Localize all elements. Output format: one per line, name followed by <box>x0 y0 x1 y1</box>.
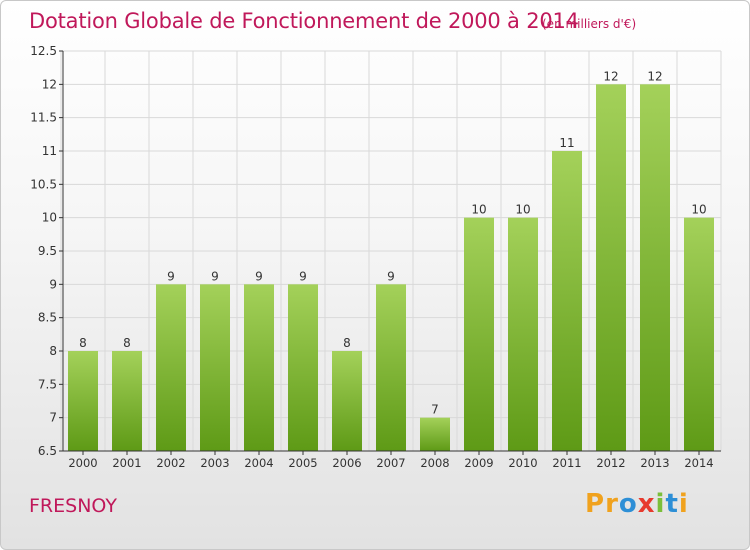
y-tick-label: 8 <box>49 344 57 358</box>
x-tick-label: 2005 <box>288 456 317 470</box>
bar[interactable] <box>552 151 582 451</box>
bar[interactable] <box>508 217 538 451</box>
bar[interactable] <box>464 217 494 451</box>
axes <box>59 50 721 455</box>
bar[interactable] <box>288 284 318 451</box>
x-tick-label: 2013 <box>640 456 669 470</box>
y-tick-label: 11 <box>42 144 57 158</box>
x-tick-label: 2004 <box>244 456 273 470</box>
x-tick-label: 2006 <box>332 456 361 470</box>
bar[interactable] <box>332 351 362 451</box>
proxiti-logo[interactable]: Proxiti <box>585 489 689 519</box>
bars <box>68 84 714 451</box>
logo-letter: x <box>637 489 656 519</box>
y-tick-label: 10.5 <box>30 177 57 191</box>
data-label: 12 <box>603 69 618 83</box>
x-tick-label: 2000 <box>68 456 97 470</box>
logo-letter: t <box>665 489 679 519</box>
commune-name: FRESNOY <box>29 495 117 517</box>
data-label: 10 <box>691 203 706 217</box>
y-tick-label: 9 <box>49 277 57 291</box>
data-label: 9 <box>167 269 175 283</box>
data-label: 7 <box>431 403 439 417</box>
data-label: 8 <box>79 336 87 350</box>
x-tick-label: 2009 <box>464 456 493 470</box>
y-tick-label: 10 <box>42 211 57 225</box>
bar[interactable] <box>420 417 450 451</box>
data-label: 8 <box>123 336 131 350</box>
bar[interactable] <box>640 84 670 451</box>
y-tick-label: 8.5 <box>38 311 57 325</box>
bar[interactable] <box>684 217 714 451</box>
bar[interactable] <box>68 351 98 451</box>
data-label: 9 <box>299 269 307 283</box>
y-tick-label: 6.5 <box>38 444 57 458</box>
logo-letter: i <box>655 489 666 519</box>
logo-letter: o <box>618 489 638 519</box>
bar[interactable] <box>244 284 274 451</box>
x-tick-label: 2010 <box>508 456 537 470</box>
chart-subtitle: (en milliers d'€) <box>542 17 637 31</box>
y-tick-label: 12 <box>42 77 57 91</box>
data-label: 9 <box>387 269 395 283</box>
chart-title: Dotation Globale de Fonctionnement de 20… <box>29 9 579 33</box>
y-tick-label: 12.5 <box>30 44 57 58</box>
y-tick-label: 9.5 <box>38 244 57 258</box>
logo-letter: P <box>585 489 606 519</box>
x-tick-label: 2003 <box>200 456 229 470</box>
data-label: 10 <box>471 203 486 217</box>
logo-letter: i <box>678 489 689 519</box>
x-tick-label: 2002 <box>156 456 185 470</box>
bar[interactable] <box>596 84 626 451</box>
y-tick-label: 11.5 <box>30 111 57 125</box>
data-label: 9 <box>255 269 263 283</box>
data-label: 9 <box>211 269 219 283</box>
y-tick-label: 7 <box>49 411 57 425</box>
x-tick-label: 2001 <box>112 456 141 470</box>
data-label: 8 <box>343 336 351 350</box>
bar[interactable] <box>376 284 406 451</box>
bar[interactable] <box>112 351 142 451</box>
labels: 6.5 7 7.5 8 8.5 9 9.5 10 10.5 11 11.5 12 12.5 8 2000 8 2… <box>30 44 713 470</box>
data-label: 11 <box>559 136 574 150</box>
x-tick-label: 2007 <box>376 456 405 470</box>
x-tick-label: 2011 <box>552 456 581 470</box>
bar[interactable] <box>200 284 230 451</box>
data-label: 12 <box>647 69 662 83</box>
x-tick-label: 2014 <box>684 456 713 470</box>
x-tick-label: 2012 <box>596 456 625 470</box>
x-tick-label: 2008 <box>420 456 449 470</box>
logo-letter: r <box>605 489 619 519</box>
data-label: 10 <box>515 203 530 217</box>
bar[interactable] <box>156 284 186 451</box>
y-tick-label: 7.5 <box>38 377 57 391</box>
